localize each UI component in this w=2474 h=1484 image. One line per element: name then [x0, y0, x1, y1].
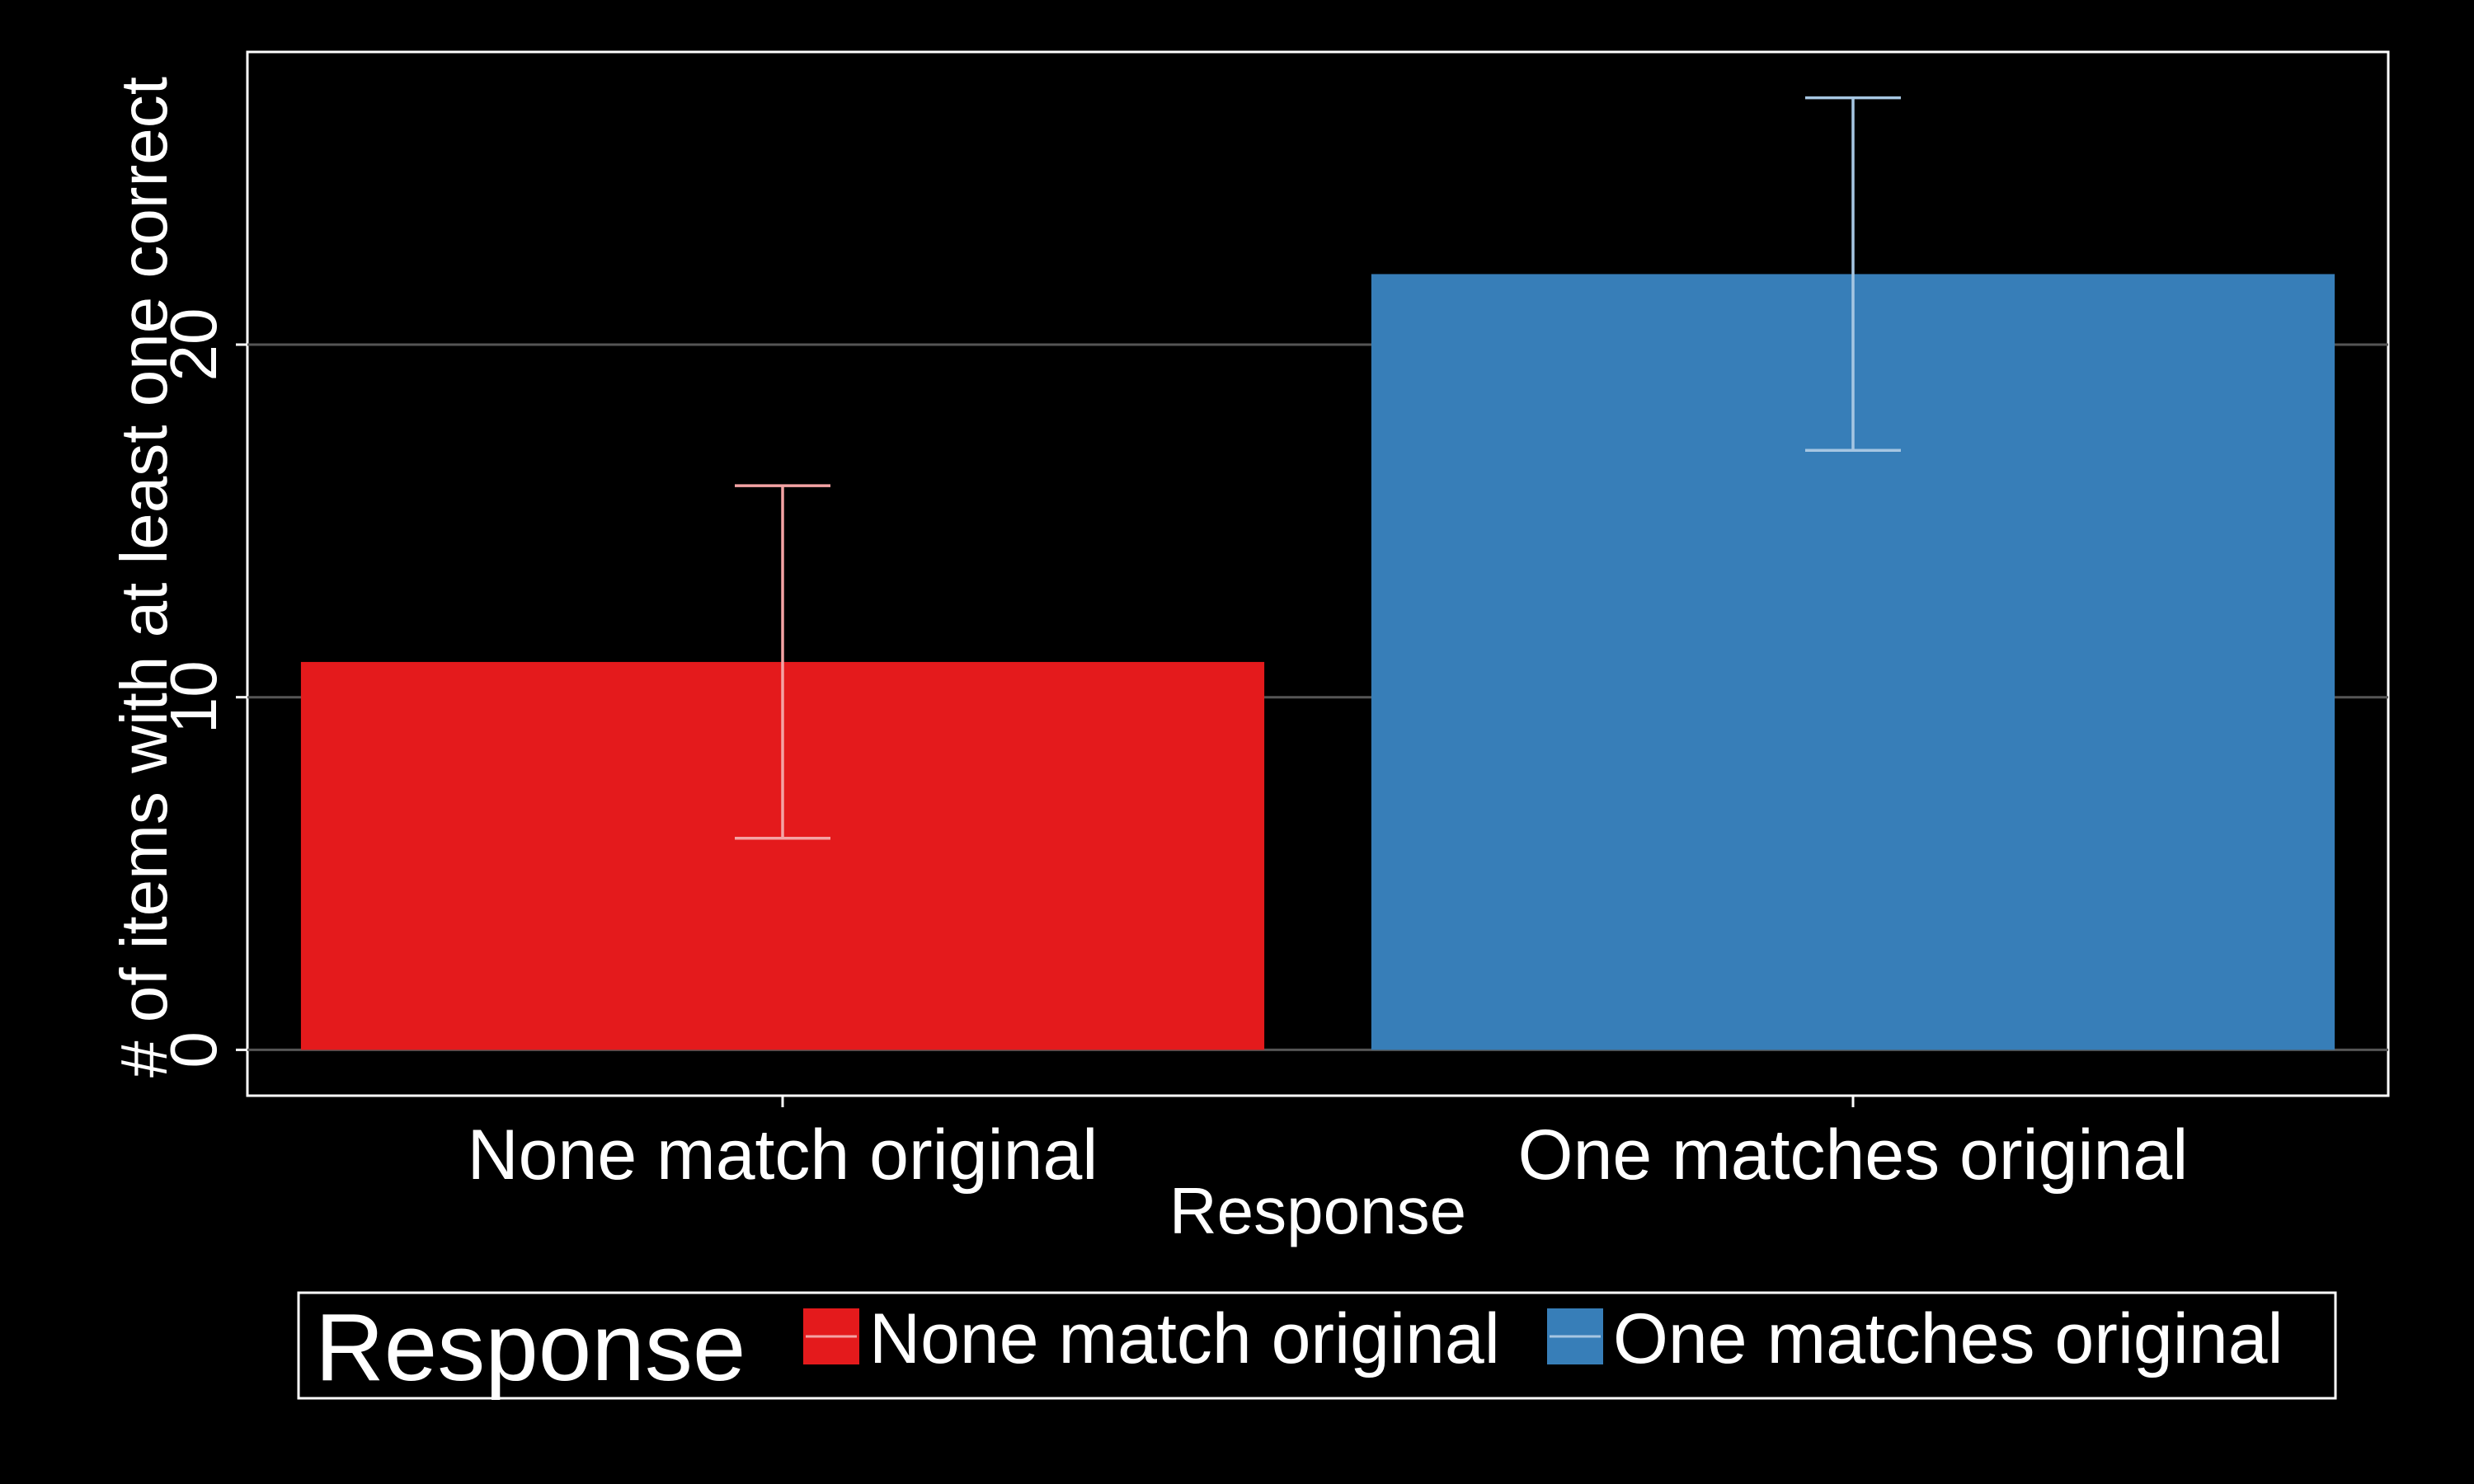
- legend-entry-none-match: None match original: [869, 1299, 1500, 1378]
- y-axis-ticks: 0 10 20: [157, 308, 247, 1068]
- y-tick-label: 20: [157, 308, 230, 382]
- plot-panel: [246, 50, 2390, 1097]
- x-axis-title: Response: [1169, 1174, 1466, 1247]
- x-tick-label: None match original: [468, 1115, 1098, 1195]
- legend-box: [297, 1291, 2337, 1400]
- error-bars: [735, 96, 1901, 840]
- y-axis-title: # of items with at least one correct: [107, 77, 181, 1078]
- y-tick-label: 0: [157, 1031, 230, 1068]
- legend-title: Response: [315, 1294, 745, 1401]
- legend: Response None match original One matches…: [297, 1291, 2337, 1401]
- y-tick-label: 10: [157, 660, 230, 734]
- x-axis-ticks: None match original One matches original: [468, 1096, 2189, 1195]
- x-tick-label: One matches original: [1518, 1115, 2189, 1195]
- legend-entry-one-matches: One matches original: [1613, 1299, 2284, 1378]
